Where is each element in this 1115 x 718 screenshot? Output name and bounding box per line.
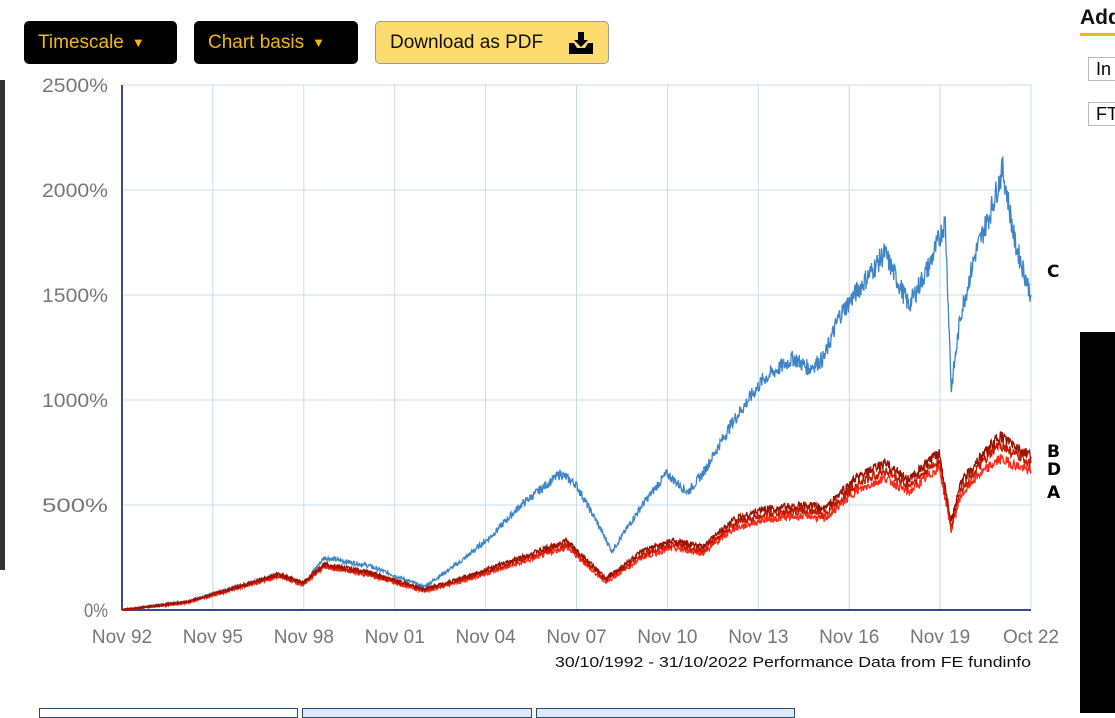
x-tick-label: Nov 95 xyxy=(183,627,243,648)
chart-basis-label: Chart basis xyxy=(208,31,305,53)
x-tick-label: Nov 10 xyxy=(637,627,697,648)
download-label: Download as PDF xyxy=(390,31,544,53)
tab[interactable] xyxy=(536,708,795,718)
x-tick-label: Nov 13 xyxy=(728,627,788,648)
tab[interactable] xyxy=(302,708,532,718)
x-tick-label: Oct 22 xyxy=(1003,627,1059,648)
series-label-a: A xyxy=(1047,483,1061,503)
y-tick-label: 2500% xyxy=(42,76,108,97)
left-edge-strip xyxy=(0,80,5,570)
download-pdf-button[interactable]: Download as PDF xyxy=(375,21,609,64)
series-label-d: D xyxy=(1047,460,1061,480)
black-panel xyxy=(1080,332,1115,713)
side-item[interactable]: In xyxy=(1088,57,1115,81)
series-label-c: C xyxy=(1047,262,1059,282)
x-tick-label: Nov 01 xyxy=(365,627,425,648)
series-label-b: B xyxy=(1047,442,1060,462)
side-panel-title: Add xyxy=(1080,6,1115,36)
side-item[interactable]: FT xyxy=(1088,102,1115,126)
chart-basis-button[interactable]: Chart basis ▼ xyxy=(194,21,358,64)
chevron-down-icon: ▼ xyxy=(312,35,325,50)
x-tick-label: Nov 16 xyxy=(819,627,879,648)
chart-footnote: 30/10/1992 - 31/10/2022 Performance Data… xyxy=(555,654,1031,671)
series-line-b xyxy=(121,430,1032,612)
x-tick-label: Nov 07 xyxy=(546,627,606,648)
download-icon xyxy=(569,31,593,54)
y-tick-label: 0% xyxy=(84,601,108,622)
x-tick-label: Nov 04 xyxy=(455,627,516,648)
x-tick-label: Nov 98 xyxy=(274,627,334,648)
performance-chart: 0% 500% 1000% 1500% 2000% 2500% Nov 92 Nov 95 No… xyxy=(42,76,1061,671)
y-tick-label: 500% xyxy=(42,496,108,517)
y-tick-label: 1500% xyxy=(42,286,108,307)
x-tick-label: Nov 92 xyxy=(92,627,152,648)
tab[interactable] xyxy=(39,708,298,718)
y-tick-label: 2000% xyxy=(42,181,108,202)
timescale-button[interactable]: Timescale ▼ xyxy=(24,21,177,64)
x-tick-label: Nov 19 xyxy=(910,627,970,648)
y-tick-label: 1000% xyxy=(42,391,108,412)
timescale-label: Timescale xyxy=(38,31,124,53)
chevron-down-icon: ▼ xyxy=(131,35,145,50)
